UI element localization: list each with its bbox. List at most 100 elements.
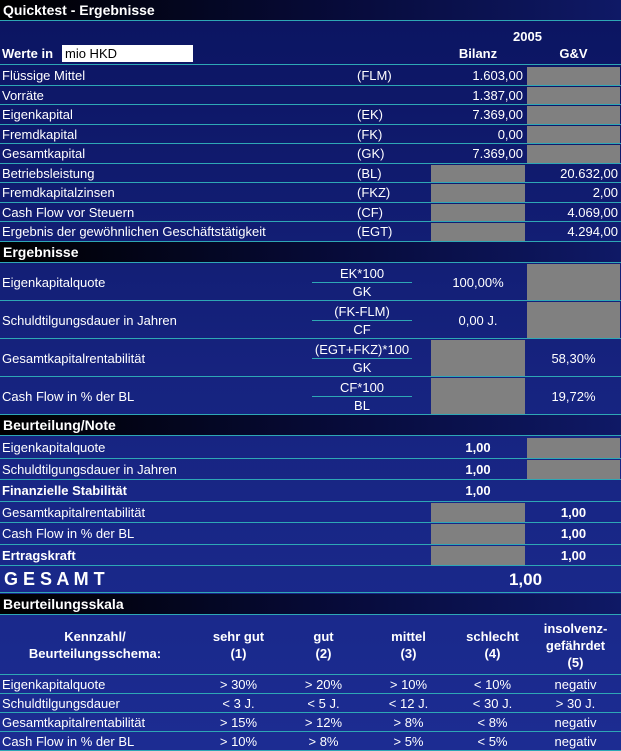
formula-numerator: (FK-FLM): [334, 304, 390, 319]
row-label: Ertragskraft: [2, 547, 76, 563]
row-label: Cash Flow vor Steuern: [2, 204, 135, 220]
empty-cell: [527, 264, 620, 300]
scale-value: < 10%: [473, 677, 512, 692]
empty-cell: [431, 203, 525, 221]
scale-header: (1): [230, 646, 247, 661]
year: 2005: [513, 28, 542, 44]
empty-cell: [527, 459, 620, 479]
empty-cell: [527, 302, 620, 338]
row-rule: [0, 565, 621, 566]
row-label: Eigenkapital: [2, 107, 73, 123]
formula-line: [312, 320, 412, 321]
header-rule: [0, 262, 621, 263]
row-label: Cash Flow in % der BL: [2, 526, 135, 542]
row-rule: [0, 479, 621, 480]
guv-value: 1,00: [560, 547, 587, 563]
scale-value: > 10%: [389, 677, 428, 692]
empty-cell: [431, 502, 525, 522]
unit-input[interactable]: mio HKD: [62, 45, 193, 62]
scale-header: insolvenz-: [543, 620, 608, 636]
row-rule: [0, 500, 621, 502]
row-label: Fremdkapitalzinsen: [2, 185, 115, 201]
row-rule: [0, 338, 621, 339]
row-code: (BL): [357, 165, 382, 181]
row-rule: [0, 221, 621, 222]
row-rule: [0, 693, 621, 694]
guv-value: 20.632,00: [560, 165, 618, 181]
scale-header: gut: [313, 629, 334, 644]
header-rule: [0, 614, 621, 615]
empty-cell: [527, 106, 620, 124]
scale-value: > 20%: [304, 677, 343, 692]
row-code: (GK): [357, 146, 385, 162]
scale-value: < 5%: [477, 734, 508, 749]
row-rule: [0, 123, 621, 125]
empty-cell: [527, 86, 620, 104]
scale-header: schlecht: [466, 629, 519, 644]
row-rule: [0, 84, 621, 86]
column-header: G&V: [559, 46, 588, 61]
row-rule: [0, 543, 621, 545]
row-label: Eigenkapitalquote: [2, 440, 106, 456]
scale-value: > 12%: [304, 715, 343, 730]
scale-value: < 5 J.: [307, 696, 340, 711]
empty-cell: [527, 145, 620, 163]
row-label: Gesamtkapitalrentabilität: [2, 350, 146, 366]
row-rule: [0, 712, 621, 713]
row-label: Eigenkapitalquote: [2, 274, 106, 290]
scale-value: > 5%: [393, 734, 424, 749]
row-code: (FLM): [357, 68, 392, 84]
formula-line: [312, 358, 412, 359]
scale-label: Cash Flow in % der BL: [2, 734, 135, 749]
scale-value: > 30%: [219, 677, 258, 692]
empty-cell: [431, 223, 525, 241]
formula-denominator: CF: [353, 322, 371, 337]
row-label: Gesamtkapitalrentabilität: [2, 504, 146, 520]
bilanz-value: 0,00: [497, 126, 523, 142]
bilanz-value: 100,00%: [452, 274, 504, 290]
bilanz-value: 1.387,00: [472, 87, 523, 103]
empty-cell: [431, 545, 525, 565]
total-label: G E S A M T: [4, 569, 105, 589]
header-rule: [0, 20, 621, 21]
scale-header: (3): [400, 646, 417, 661]
bilanz-value: 0,00 J.: [458, 312, 498, 328]
empty-cell: [431, 378, 525, 414]
section-header: Beurteilungsskala: [0, 594, 621, 614]
row-rule: [0, 731, 621, 732]
unit-label: Werte in: [2, 46, 54, 61]
scale-header: Kennzahl/: [64, 629, 126, 644]
scale-label: Eigenkapitalquote: [2, 677, 106, 692]
scale-header: mittel: [391, 629, 426, 644]
row-rule: [0, 104, 621, 105]
formula-numerator: CF*100: [339, 380, 385, 395]
bilanz-value: 7.369,00: [472, 107, 523, 123]
scale-value: < 30 J.: [472, 696, 513, 711]
row-code: (EK): [357, 107, 383, 123]
scale-header: (2): [315, 646, 332, 661]
formula-numerator: EK*100: [339, 266, 385, 281]
scale-value: negativ: [554, 715, 597, 730]
column-header: Bilanz: [458, 46, 498, 61]
scale-value: negativ: [554, 677, 597, 692]
empty-cell: [431, 524, 525, 544]
guv-value: 4.294,00: [567, 224, 618, 240]
guv-value: 2,00: [592, 185, 618, 201]
guv-value: 58,30%: [551, 350, 596, 366]
scale-label: Schuldtilgungsdauer: [2, 696, 120, 711]
empty-cell: [527, 125, 620, 143]
scale-value: < 8%: [477, 715, 508, 730]
row-code: (FK): [357, 126, 383, 142]
row-label: Ergebnis der gewöhnlichen Geschäftstätig…: [2, 224, 266, 240]
guv-value: 1,00: [560, 504, 587, 520]
row-rule: [0, 457, 621, 459]
row-rule: [0, 182, 621, 183]
row-rule: [0, 674, 621, 675]
row-code: (EGT): [357, 224, 393, 240]
bilanz-value: 1,00: [465, 440, 491, 456]
guv-value: 19,72%: [551, 388, 596, 404]
row-code: (CF): [357, 204, 383, 220]
bilanz-value: 1,00: [465, 483, 491, 499]
scale-label: Gesamtkapitalrentabilität: [2, 715, 146, 730]
bilanz-value: 1,00: [465, 461, 491, 477]
